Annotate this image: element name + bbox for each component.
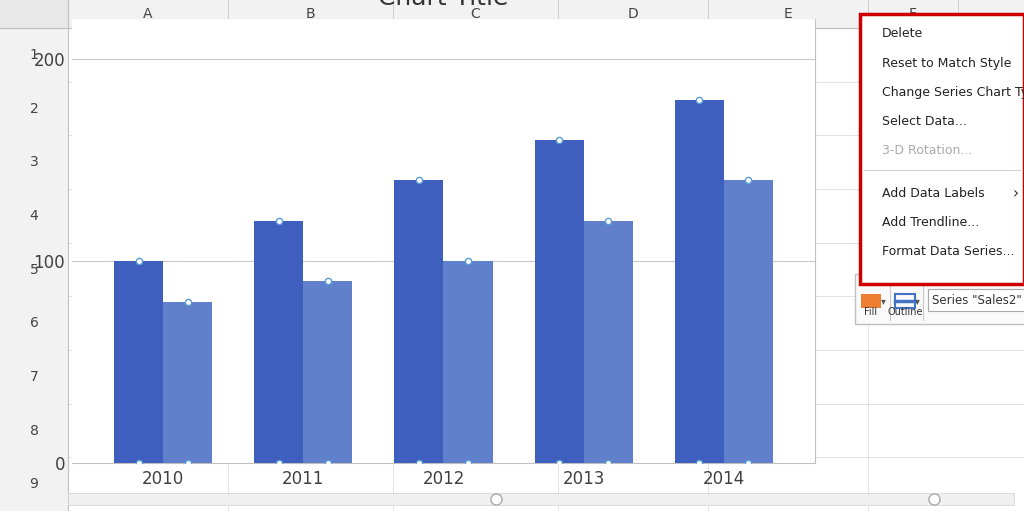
Text: 5: 5	[30, 263, 38, 276]
Text: ✏: ✏	[948, 117, 964, 135]
Bar	[163, 301, 212, 463]
Bar	[535, 140, 584, 463]
Bar	[940, 110, 972, 142]
Bar	[0, 0, 1024, 28]
Bar	[68, 493, 1014, 505]
Text: D: D	[628, 7, 638, 21]
Text: ▾: ▾	[914, 296, 920, 306]
Text: Reset to Match Style: Reset to Match Style	[882, 57, 1012, 69]
Text: ›: ›	[1013, 186, 1019, 201]
Text: Add Trendline...: Add Trendline...	[882, 216, 979, 229]
Text: 9: 9	[30, 477, 39, 491]
Bar	[394, 180, 443, 463]
Bar	[940, 65, 972, 97]
Bar	[72, 19, 815, 463]
Bar	[114, 261, 163, 463]
Title: Chart Title: Chart Title	[378, 0, 509, 10]
Text: 6: 6	[30, 316, 39, 330]
Text: E: E	[783, 7, 793, 21]
Text: Fill: Fill	[864, 307, 878, 317]
Bar	[860, 14, 1024, 284]
Text: Add Data Labels: Add Data Labels	[882, 187, 985, 200]
Text: 3-D Rotation...: 3-D Rotation...	[882, 144, 973, 156]
Text: Format Data Series...: Format Data Series...	[882, 245, 1015, 258]
Bar	[724, 180, 773, 463]
Bar	[584, 221, 633, 463]
Text: 3: 3	[30, 155, 38, 169]
Text: 4: 4	[30, 209, 38, 223]
Text: 7: 7	[30, 370, 38, 384]
Text: Outline: Outline	[887, 307, 923, 317]
Bar	[940, 155, 972, 187]
Bar	[855, 274, 1024, 324]
Text: 1: 1	[30, 48, 39, 62]
Bar	[303, 282, 352, 463]
Bar	[254, 221, 303, 463]
Text: Change Series Chart Type...: Change Series Chart Type...	[882, 85, 1024, 99]
Text: 2: 2	[30, 102, 38, 115]
Bar	[928, 289, 1024, 311]
Text: 8: 8	[30, 424, 39, 437]
Bar	[0, 0, 68, 511]
Text: Delete: Delete	[882, 28, 924, 40]
Bar	[861, 294, 881, 308]
Text: Series "Sales2": Series "Sales2"	[932, 293, 1022, 307]
Text: B: B	[306, 7, 315, 21]
Bar	[0, 0, 68, 28]
Bar	[675, 100, 724, 463]
Text: ▾: ▾	[881, 296, 886, 306]
Bar	[895, 294, 915, 308]
Text: F: F	[909, 7, 918, 21]
Text: ⊽: ⊽	[949, 162, 963, 180]
Bar	[443, 261, 493, 463]
Text: C: C	[471, 7, 480, 21]
Text: Select Data...: Select Data...	[882, 114, 967, 128]
Text: +: +	[946, 71, 966, 91]
Text: A: A	[143, 7, 153, 21]
